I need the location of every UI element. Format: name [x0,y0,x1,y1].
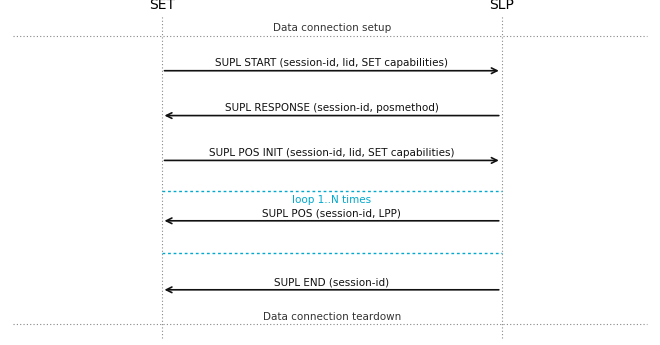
Text: SLP: SLP [489,0,514,12]
Text: SET: SET [148,0,175,12]
Text: loop 1..N times: loop 1..N times [292,195,371,205]
Text: SUPL POS INIT (session-id, lid, SET capabilities): SUPL POS INIT (session-id, lid, SET capa… [209,148,454,158]
Text: SUPL END (session-id): SUPL END (session-id) [274,277,389,287]
Text: Data connection teardown: Data connection teardown [263,312,401,322]
Text: SUPL START (session-id, lid, SET capabilities): SUPL START (session-id, lid, SET capabil… [215,58,448,68]
Text: Data connection setup: Data connection setup [273,23,391,33]
Text: SUPL POS (session-id, LPP): SUPL POS (session-id, LPP) [262,208,401,218]
Text: SUPL RESPONSE (session-id, posmethod): SUPL RESPONSE (session-id, posmethod) [224,103,439,113]
